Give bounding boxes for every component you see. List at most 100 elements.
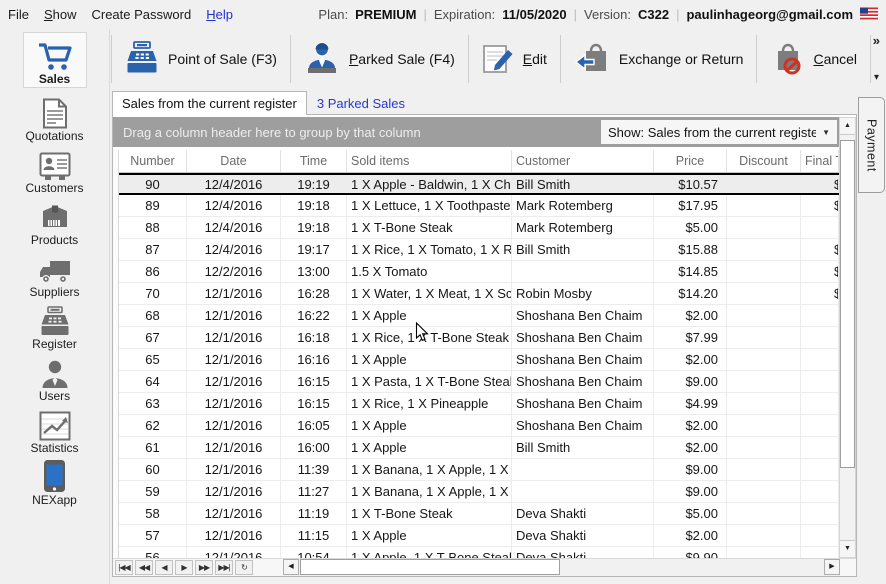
table-row[interactable]: 58 12/1/2016 11:19 1 X T-Bone Steak Deva Sha… [119, 503, 839, 525]
cell-discount [727, 217, 801, 238]
column-header-final-total[interactable]: Final T [801, 150, 839, 172]
sidebar-item-sales[interactable]: Sales [22, 32, 87, 88]
cell-date: 12/4/2016 [187, 217, 281, 238]
nav-prev-page-button[interactable]: ◀◀ [135, 560, 153, 575]
show-filter-dropdown[interactable]: Show: Sales from the current register ▼ [601, 120, 837, 144]
table-row[interactable]: 64 12/1/2016 16:15 1 X Pasta, 1 X T-Bone St… [119, 371, 839, 393]
cell-customer: Shoshana Ben Chaim [512, 393, 654, 414]
horizontal-scrollbar[interactable]: ◀ ▶ [283, 559, 840, 576]
sidebar-item-register[interactable]: Register [2, 300, 108, 352]
column-header-time[interactable]: Time [281, 150, 347, 172]
cell-number: 67 [119, 327, 187, 348]
exchange-or-return-button[interactable]: Exchange or Return [561, 33, 757, 85]
cell-number: 88 [119, 217, 187, 238]
table-row[interactable]: 65 12/1/2016 16:16 1 X Apple Shoshana Ben Ch… [119, 349, 839, 371]
table-row[interactable]: 70 12/1/2016 16:28 1 X Water, 1 X Meat, 1 X… [119, 283, 839, 305]
scroll-right-icon[interactable]: ▶ [824, 559, 840, 575]
sidebar-item-nexapp[interactable]: NEXapp [2, 456, 108, 508]
tab-parked-sales[interactable]: 3 Parked Sales [316, 96, 406, 111]
toolbar-more-arrow-icon[interactable]: ▾ [873, 72, 879, 83]
sidebar-item-customers[interactable]: Customers [2, 144, 108, 196]
cell-time: 16:22 [281, 305, 347, 326]
sidebar-item-label: Quotations [25, 129, 84, 143]
table-row[interactable]: 90 12/4/2016 19:19 1 X Apple - Baldwin, 1 X… [119, 173, 839, 195]
register-icon [39, 302, 71, 337]
table-row[interactable]: 67 12/1/2016 16:18 1 X Rice, 1 X T-Bone Ste… [119, 327, 839, 349]
nav-next-page-button[interactable]: ▶▶ [195, 560, 213, 575]
toolbar-divider [111, 35, 112, 83]
point-of-sale-button[interactable]: Point of Sale (F3) [112, 33, 290, 85]
cell-final-total [801, 371, 839, 392]
column-header-number[interactable]: Number [119, 150, 187, 172]
vertical-scrollbar-thumb[interactable] [840, 140, 855, 468]
toolbar-overflow-chevron-icon[interactable]: » [872, 33, 880, 48]
cell-time: 16:15 [281, 393, 347, 414]
edit-button[interactable]: Edit [469, 33, 560, 85]
show-filter-value: Show: Sales from the current register [608, 124, 817, 140]
parked-sale-button[interactable]: Parked Sale (F4) [291, 33, 468, 85]
column-header-price[interactable]: Price [654, 150, 727, 172]
table-body: 90 12/4/2016 19:19 1 X Apple - Baldwin, 1 X… [119, 173, 839, 558]
column-header-discount[interactable]: Discount [727, 150, 801, 172]
table-row[interactable]: 62 12/1/2016 16:05 1 X Apple Shoshana Ben Ch… [119, 415, 839, 437]
scroll-up-icon[interactable]: ▲ [840, 118, 855, 135]
nav-refresh-button[interactable]: ↻ [235, 560, 253, 575]
cell-price: $17.95 [654, 195, 727, 216]
column-header-date[interactable]: Date [187, 150, 281, 172]
menu-create-password[interactable]: Create Password [91, 7, 192, 22]
table-row[interactable]: 63 12/1/2016 16:15 1 X Rice, 1 X Pineapple S… [119, 393, 839, 415]
license-info: Plan: PREMIUM | Expiration: 11/05/2020 |… [318, 7, 878, 23]
horizontal-scrollbar-thumb[interactable] [300, 559, 560, 575]
cell-price: $14.20 [654, 283, 727, 304]
nav-prev-button[interactable]: ◀ [155, 560, 173, 575]
cell-number: 61 [119, 437, 187, 458]
cell-discount [727, 239, 801, 260]
scroll-left-icon[interactable]: ◀ [283, 559, 299, 575]
cell-final-total [801, 481, 839, 502]
cell-sold-items: 1 X Banana, 1 X Apple, 1 X [347, 459, 512, 480]
table-row[interactable]: 89 12/4/2016 19:18 1 X Lettuce, 1 X Toothpa… [119, 195, 839, 217]
sidebar-item-products[interactable]: Products [2, 196, 108, 248]
tab-current-register-sales[interactable]: Sales from the current register [112, 91, 307, 115]
cell-final-total [801, 525, 839, 546]
nav-next-button[interactable]: ▶ [175, 560, 193, 575]
toolbar: Point of Sale (F3) Parked Sale (F4) [111, 30, 886, 88]
table-row[interactable]: 87 12/4/2016 19:17 1 X Rice, 1 X Tomato, 1 … [119, 239, 839, 261]
cell-discount [727, 371, 801, 392]
menu-file[interactable]: File [8, 7, 29, 22]
table-row[interactable]: 56 12/1/2016 10:54 1 X Apple, 1 X T-Bone St… [119, 547, 839, 558]
column-header-customer[interactable]: Customer [512, 150, 654, 172]
sidebar-item-users[interactable]: Users [2, 352, 108, 404]
sales-grid-panel: Drag a column header here to group by th… [112, 114, 857, 577]
column-header-sold-items[interactable]: Sold items [347, 150, 512, 172]
table-row[interactable]: 68 12/1/2016 16:22 1 X Apple Shoshana Ben Ch… [119, 305, 839, 327]
sidebar-item-quotations[interactable]: Quotations [2, 92, 108, 144]
table-row[interactable]: 61 12/1/2016 16:00 1 X Apple Bill Smith $2.00 [119, 437, 839, 459]
sidebar-item-statistics[interactable]: Statistics [2, 404, 108, 456]
scroll-down-icon[interactable]: ▼ [840, 540, 855, 557]
cancel-bag-icon [770, 41, 804, 78]
nav-first-button[interactable]: |◀◀ [115, 560, 133, 575]
cell-date: 12/1/2016 [187, 415, 281, 436]
cell-final-total [801, 327, 839, 348]
toolbar-button-label: Edit [522, 51, 547, 67]
group-by-bar[interactable]: Drag a column header here to group by th… [113, 117, 839, 147]
cancel-button[interactable]: Cancel [757, 33, 870, 85]
table-row[interactable]: 57 12/1/2016 11:15 1 X Apple Deva Shakti $2.0… [119, 525, 839, 547]
toolbar-button-label: Parked Sale (F4) [348, 51, 455, 67]
cell-date: 12/4/2016 [187, 175, 281, 193]
menu-show[interactable]: Show [43, 7, 77, 22]
table-row[interactable]: 88 12/4/2016 19:18 1 X T-Bone Steak Mark Rot… [119, 217, 839, 239]
table-row[interactable]: 59 12/1/2016 11:27 1 X Banana, 1 X Apple, 1… [119, 481, 839, 503]
cell-time: 19:18 [281, 217, 347, 238]
us-flag-icon[interactable] [860, 7, 878, 23]
menu-help[interactable]: Help [206, 7, 233, 22]
tab-payment[interactable]: Payment [858, 97, 885, 193]
vertical-scrollbar[interactable]: ▲ ▼ [839, 117, 856, 558]
cell-discount [727, 459, 801, 480]
table-row[interactable]: 60 12/1/2016 11:39 1 X Banana, 1 X Apple, 1… [119, 459, 839, 481]
sidebar-item-suppliers[interactable]: Suppliers [2, 248, 108, 300]
nav-last-button[interactable]: ▶▶| [215, 560, 233, 575]
cell-customer: Deva Shakti [512, 503, 654, 524]
